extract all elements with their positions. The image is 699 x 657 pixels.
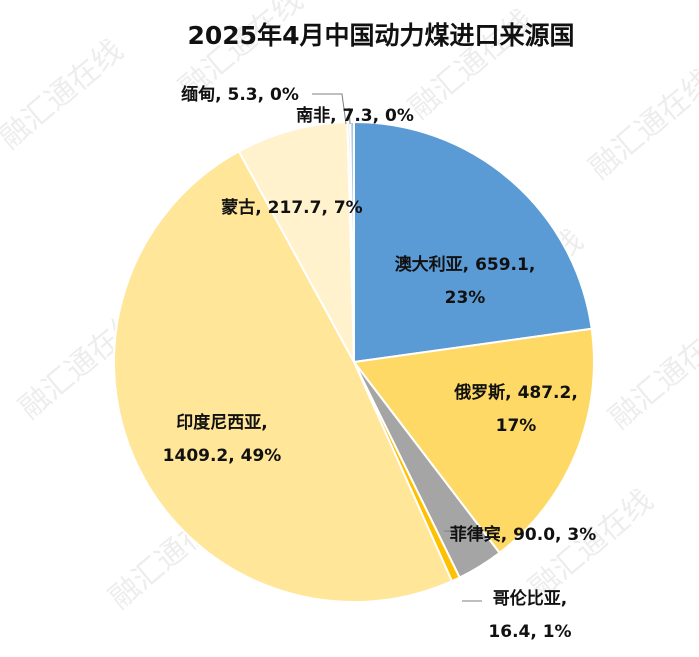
pie-slice [353,120,593,364]
data-label: 菲律宾, 90.0, 3% [450,524,597,545]
data-label: 缅甸, 5.3, 0% [181,84,299,105]
pie-slice [352,327,595,555]
data-label: 哥伦比亚, 16.4, 1% [488,588,571,642]
pie-slice [237,121,355,363]
data-label: 澳大利亚, 659.1, 23% [395,254,536,308]
data-label: 俄罗斯, 487.2, 17% [453,382,578,436]
data-labels: 澳大利亚, 659.1, 23% 俄罗斯, 487.2, 17% 菲律宾, 90.0, … [163,84,597,642]
pie-slice [112,150,454,604]
data-label: 蒙古, 217.7, 7% [221,197,362,218]
data-label: 南非, 7.3, 0% [296,105,414,126]
leader-line [348,107,351,125]
watermark-text: 融汇通在线 [0,33,130,156]
leader-line [312,93,347,125]
watermark-text: 融汇通在线 [603,313,699,436]
data-label: 印度尼西亚, 1409.2, 49% [163,412,282,466]
pie-slices [112,120,595,604]
leader-lines [312,93,482,602]
chart-title: 2025年4月中国动力煤进口来源国 [188,21,575,50]
watermark-text: 融汇通在线 [583,63,699,186]
